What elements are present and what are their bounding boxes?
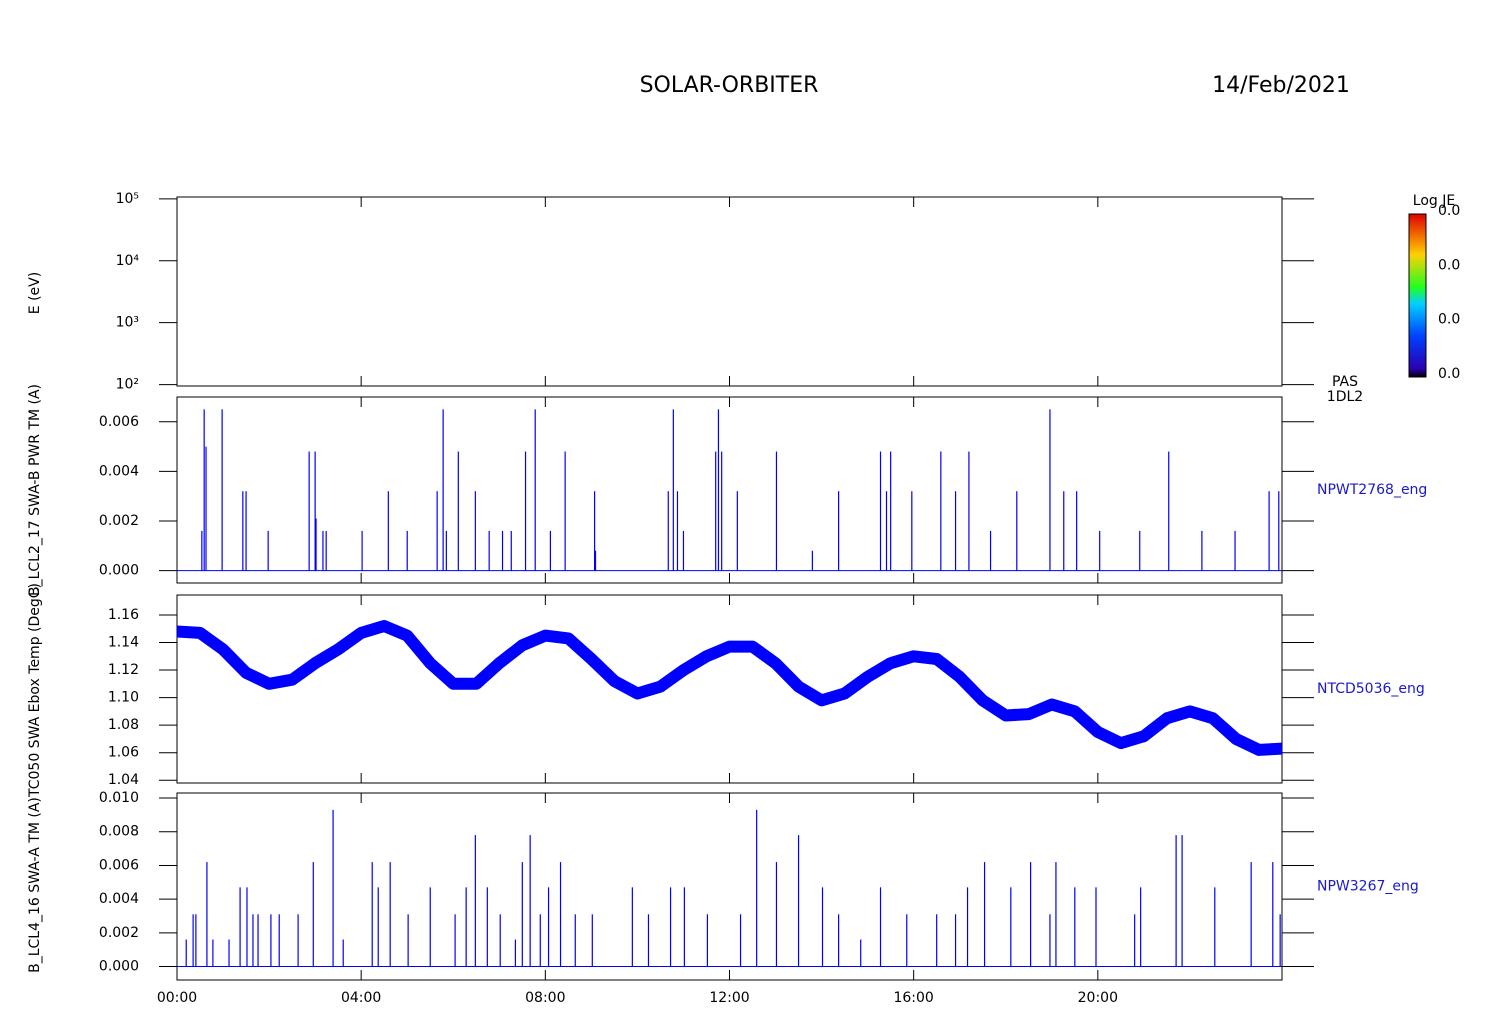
y-tick-label: 1.16 xyxy=(108,607,139,623)
y-tick-label: 0.002 xyxy=(99,513,139,529)
x-tick-label: 16:00 xyxy=(893,990,933,1006)
series-label: NTCD5036_eng xyxy=(1317,681,1425,697)
y-tick-label: 0.008 xyxy=(99,824,139,840)
panel-frame xyxy=(176,396,1283,584)
y-axis-label: B_LCL4_16 SWA-A TM (A) xyxy=(27,797,43,973)
y-tick-label: 0.004 xyxy=(99,891,139,907)
colorbar-tick-label: 0.0 xyxy=(1438,203,1460,219)
y-tick-label: 0.004 xyxy=(99,463,139,479)
y-tick-label: 0.006 xyxy=(99,414,139,430)
colorbar-tick-label: 0.0 xyxy=(1438,312,1460,328)
y-tick-label: 0.000 xyxy=(99,563,139,579)
y-tick-label: 1.08 xyxy=(108,717,139,733)
series-label: NPWT2768_eng xyxy=(1317,482,1427,498)
series-label: NPW3267_eng xyxy=(1317,879,1419,895)
y-tick-label: 0.002 xyxy=(99,925,139,941)
temperature-line xyxy=(176,620,1283,756)
x-tick-label: 20:00 xyxy=(1078,990,1118,1006)
y-tick-label: 1.14 xyxy=(108,635,139,651)
x-tick-label: 00:00 xyxy=(157,990,197,1006)
y-tick-label: 10³ xyxy=(116,315,139,331)
y-tick-label: 1.06 xyxy=(108,745,139,761)
y-tick-label: 10⁵ xyxy=(116,191,139,207)
date: 14/Feb/2021 xyxy=(1212,73,1350,98)
x-tick-label: 12:00 xyxy=(709,990,749,1006)
y-tick-label: 1.12 xyxy=(108,662,139,678)
colorbar-tick-label: 0.0 xyxy=(1438,366,1460,382)
y-axis-label: B_LCL2_17 SWA-B PWR TM (A) xyxy=(27,384,43,596)
y-tick-label: 1.10 xyxy=(108,690,139,706)
y-tick-label: 0.006 xyxy=(99,857,139,873)
colorbar-label: Log JE xyxy=(1413,193,1455,209)
colorbar xyxy=(1408,213,1427,378)
y-tick-label: 1.04 xyxy=(108,772,139,788)
y-tick-label: 10² xyxy=(116,377,139,393)
title: SOLAR-ORBITER xyxy=(640,73,819,98)
side-label: 1DL2 xyxy=(1327,389,1363,405)
panel-frame xyxy=(176,196,1283,387)
y-tick-label: 0.000 xyxy=(99,959,139,975)
side-label: PAS xyxy=(1332,374,1358,390)
x-tick-label: 04:00 xyxy=(341,990,381,1006)
colorbar-tick-label: 0.0 xyxy=(1438,257,1460,273)
y-tick-label: 10⁴ xyxy=(116,253,140,269)
panel-frame xyxy=(176,594,1283,784)
y-axis-label: E (eV) xyxy=(27,272,43,314)
x-tick-label: 08:00 xyxy=(525,990,565,1006)
y-axis-label: TC050 SWA Ebox Temp (DegC) xyxy=(27,583,43,798)
y-tick-label: 0.010 xyxy=(99,790,139,806)
